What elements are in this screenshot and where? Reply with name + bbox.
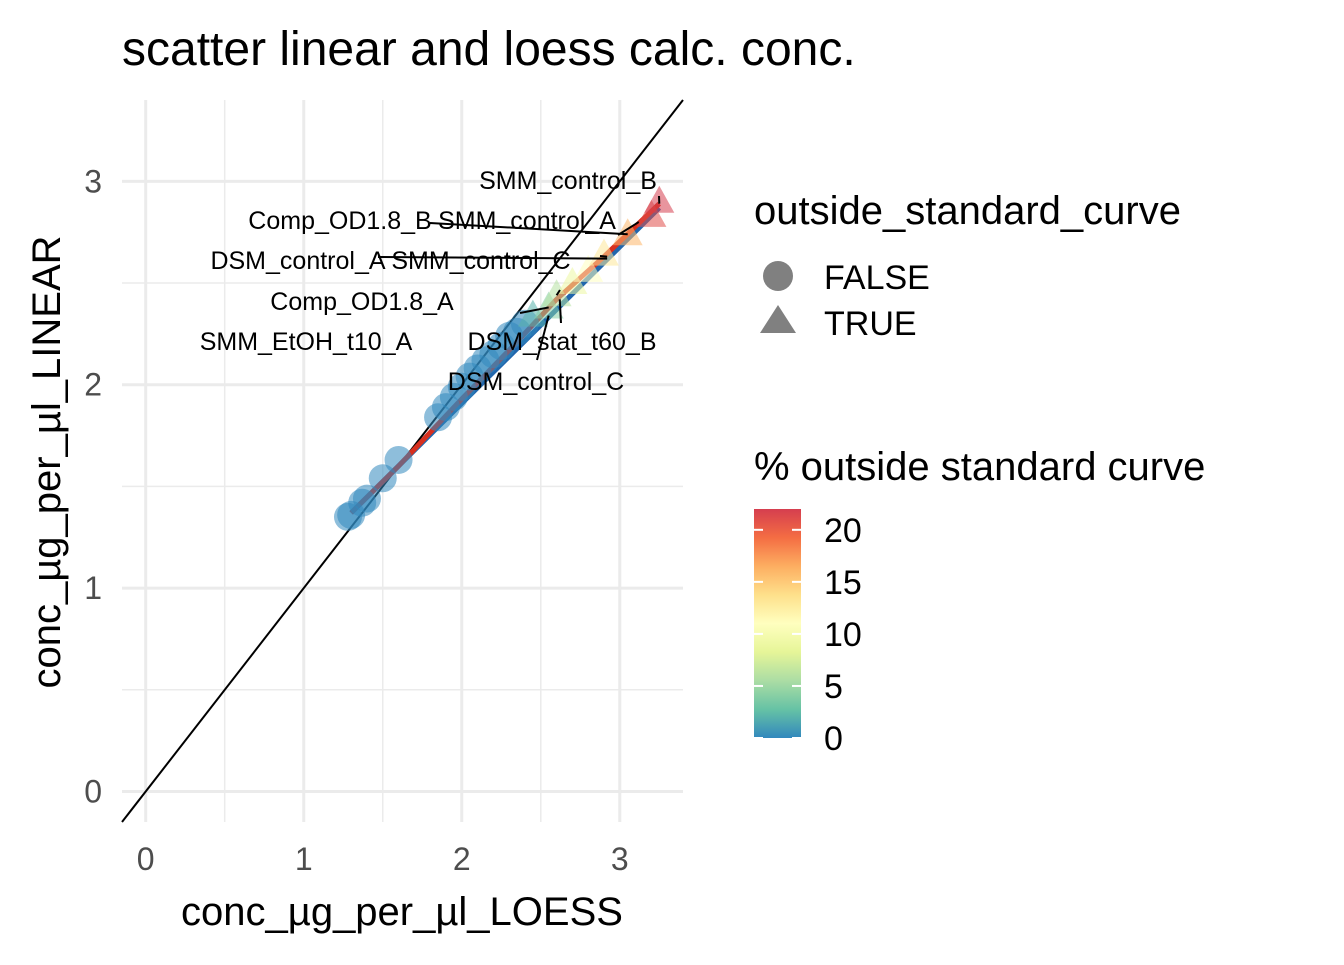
y-tick-label: 2	[84, 367, 102, 403]
annotation-label: Comp_OD1.8_A	[270, 288, 454, 316]
color-legend: % outside standard curve 0 5 10 15 20	[754, 445, 1205, 758]
legend-triangle-icon	[760, 305, 796, 333]
color-legend-title: % outside standard curve	[754, 445, 1205, 489]
x-axis-label: conc_µg_per_µl_LOESS	[181, 890, 623, 934]
annotation-leader	[560, 299, 561, 323]
annotation-label: SMM_control_C	[391, 247, 570, 275]
annotation-label: SMM_control_B	[479, 167, 657, 195]
shape-legend: outside_standard_curve FALSE TRUE	[754, 189, 1181, 343]
y-tick-label: 3	[84, 163, 102, 199]
colorbar	[754, 509, 801, 738]
x-tick-label: 2	[453, 841, 471, 877]
legend-circle-icon	[763, 261, 793, 291]
legend-item-false: FALSE	[824, 259, 930, 297]
x-tick-label: 3	[611, 841, 629, 877]
annotation-label: SMM_control_A	[438, 207, 616, 235]
annotation-leader	[600, 256, 607, 257]
x-axis-ticks: 0 1 2 3	[137, 841, 629, 877]
colorbar-tick-label: 15	[824, 564, 862, 602]
chart-title: scatter linear and loess calc. conc.	[122, 23, 856, 76]
colorbar-tick-label: 5	[824, 668, 843, 706]
y-tick-label: 0	[84, 773, 102, 809]
annotation-label: DSM_stat_t60_B	[468, 328, 657, 356]
y-axis-label: conc_µg_per_µl_LINEAR	[25, 235, 69, 688]
annotation-label: DSM_control_C	[448, 368, 624, 396]
colorbar-tick-label: 10	[824, 616, 862, 654]
annotation-label: DSM_control_A	[210, 247, 385, 275]
colorbar-tick-label: 0	[824, 720, 843, 758]
annotation-label: Comp_OD1.8_B	[248, 207, 431, 235]
annotation-label: SMM_EtOH_t10_A	[200, 328, 413, 356]
data-point-circle	[385, 446, 413, 474]
colorbar-tick-label: 20	[824, 512, 862, 550]
y-axis-ticks: 0 1 2 3	[84, 163, 102, 809]
legend-item-true: TRUE	[824, 305, 917, 343]
x-tick-label: 0	[137, 841, 155, 877]
y-tick-label: 1	[84, 570, 102, 606]
shape-legend-title: outside_standard_curve	[754, 189, 1181, 233]
x-tick-label: 1	[295, 841, 313, 877]
points	[334, 186, 674, 531]
